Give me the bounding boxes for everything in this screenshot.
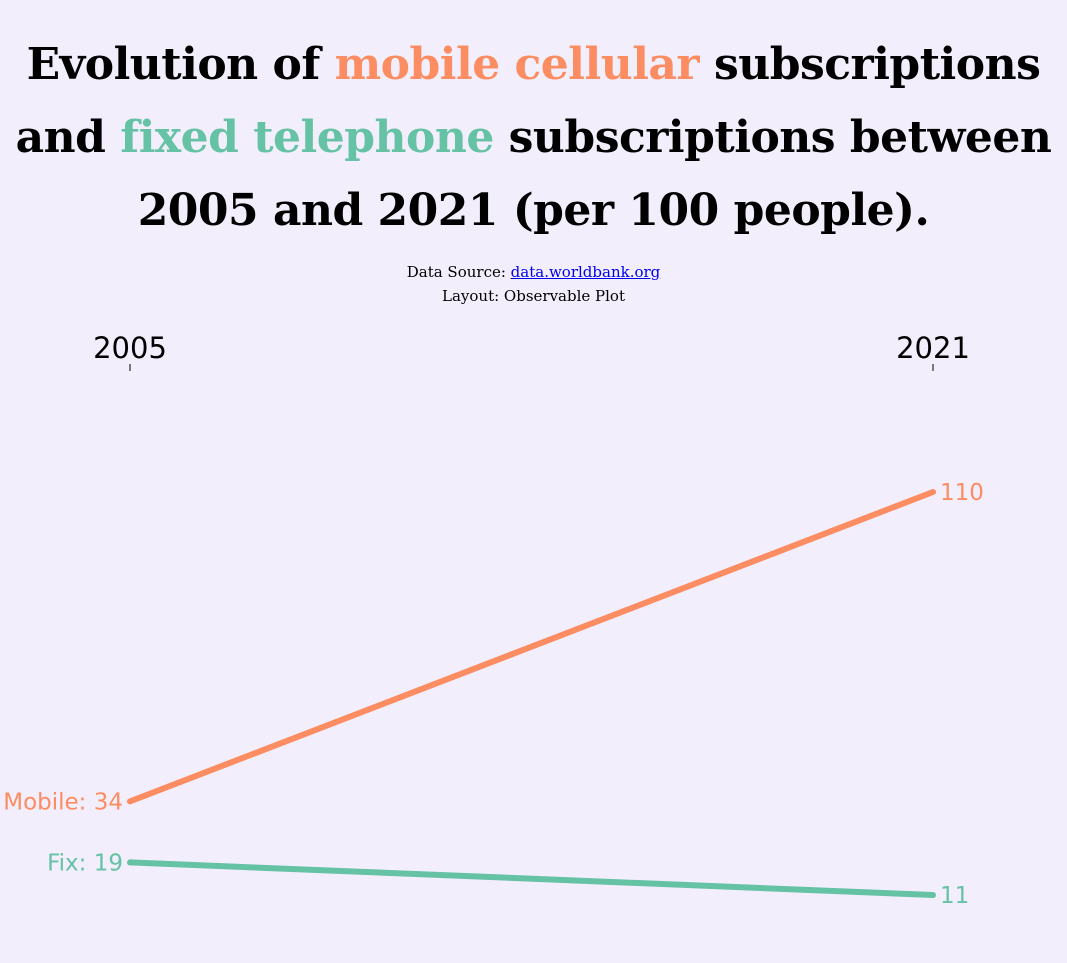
title-fixed-highlight: fixed telephone bbox=[120, 112, 494, 163]
fix-start-label: Fix: 19 bbox=[47, 850, 123, 876]
mobile-start-label: Mobile: 34 bbox=[3, 789, 123, 815]
source-note: Data Source: data.worldbank.org Layout: … bbox=[0, 260, 1067, 308]
title-part-1: Evolution of bbox=[26, 39, 335, 90]
title-part-2: subscriptions and bbox=[15, 39, 1041, 163]
fix-end-label: 11 bbox=[940, 883, 969, 909]
data-source-link[interactable]: data.worldbank.org bbox=[510, 263, 661, 281]
data-source-label: Data Source: bbox=[406, 263, 511, 281]
title-part-3: subscriptions between 2005 and 2021 (per… bbox=[137, 112, 1052, 236]
title-mobile-highlight: mobile cellular bbox=[334, 39, 700, 90]
x-axis-tick-label-2005: 2005 bbox=[93, 331, 167, 365]
layout-credit: Layout: Observable Plot bbox=[442, 287, 625, 305]
chart-title: Evolution of mobile cellular subscriptio… bbox=[0, 28, 1067, 247]
fix-series-line bbox=[127, 859, 936, 898]
mobile-series-line bbox=[127, 489, 936, 805]
data-source-line: Data Source: data.worldbank.org bbox=[0, 260, 1067, 284]
mobile-end-label: 110 bbox=[940, 480, 984, 506]
x-axis-tick-label-2021: 2021 bbox=[896, 331, 970, 365]
